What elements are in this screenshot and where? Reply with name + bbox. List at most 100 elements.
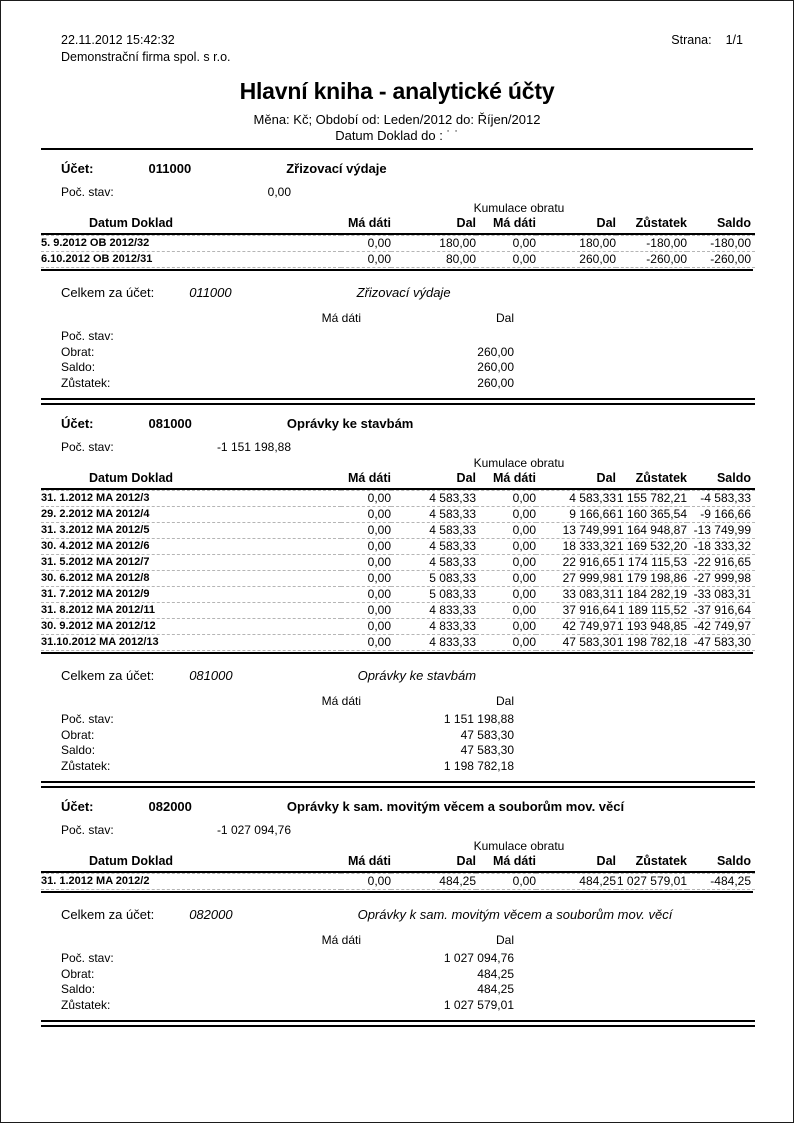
table-row: 6.10.2012 OB 2012/31 0,00 80,00 0,00 260…: [41, 251, 755, 268]
summary-initial-dal: 1 027 094,76: [443, 951, 514, 965]
summary-initial-madati: [201, 329, 361, 345]
cumulation-label: Kumulace obratu: [473, 456, 565, 470]
cell-saldo: -180,00: [687, 235, 755, 251]
account-section: Účet: 081000 Oprávky ke stavbám Poč. sta…: [41, 416, 755, 788]
col-header-cum-madati: Má dáti: [476, 853, 536, 873]
account-summary-table: Má dáti Dal Poč. stav: Obrat: 260,00 Sal…: [41, 311, 514, 391]
summary-saldo-dal: 484,25: [477, 982, 514, 996]
summary-label-initial: Poč. stav:: [61, 951, 114, 965]
cell-cum-dal: 47 583,30: [536, 634, 616, 651]
summary-header-dal: Dal: [495, 694, 514, 708]
summary-row-initial: Poč. stav: 1 151 198,88: [41, 712, 514, 728]
account-label: Účet:: [61, 799, 94, 814]
total-account-name: Zřizovací výdaje: [356, 285, 451, 300]
cell-doc: 5. 9.2012 OB 2012/32: [41, 235, 341, 251]
cell-doc: 6.10.2012 OB 2012/31: [41, 251, 341, 268]
summary-turnover-dal: 47 583,30: [460, 727, 514, 742]
summary-header-madati: Má dáti: [321, 694, 361, 708]
account-total-header: Celkem za účet: 081000 Oprávky ke stavbá…: [41, 668, 753, 683]
col-header-dal: Dal: [391, 215, 476, 235]
total-account-name: Oprávky ke stavbám: [357, 668, 477, 683]
cell-cum-madati: 0,00: [476, 506, 536, 522]
total-label: Celkem za účet:: [61, 668, 155, 683]
table-row: 29. 2.2012 MA 2012/4 0,00 4 583,33 0,00 …: [41, 506, 755, 522]
cell-cum-dal: 18 333,32: [536, 538, 616, 554]
summary-balance-madati: [201, 759, 361, 775]
summary-saldo-madati: [201, 982, 361, 998]
cell-saldo: -260,00: [687, 251, 755, 268]
cell-cum-madati: 0,00: [476, 538, 536, 554]
summary-saldo-madati: [201, 743, 361, 759]
cell-cum-madati: 0,00: [476, 586, 536, 602]
initial-balance-label: Poč. stav:: [61, 185, 114, 199]
cell-dal: 4 583,33: [391, 490, 476, 506]
cell-cum-dal: 260,00: [536, 251, 616, 268]
cell-zustatek: 1 174 115,53: [616, 554, 687, 569]
cell-cum-madati: 0,00: [476, 251, 536, 268]
summary-row-balance: Zůstatek: 1 027 579,01: [41, 998, 514, 1014]
cell-madati: 0,00: [341, 602, 391, 618]
col-header-zustatek: Zůstatek: [616, 215, 687, 235]
col-header-zustatek: Zůstatek: [616, 853, 687, 873]
total-account-number: 081000: [189, 668, 233, 683]
summary-label-balance: Zůstatek:: [61, 375, 111, 390]
summary-row-balance: Zůstatek: 1 198 782,18: [41, 759, 514, 775]
cell-dal: 5 083,33: [391, 586, 476, 602]
table-bottom-rule: [41, 652, 753, 654]
account-table-header-row: Datum Doklad Má dáti Dal Má dáti Dal Zůs…: [41, 853, 755, 873]
summary-row-turnover: Obrat: 47 583,30: [41, 728, 514, 744]
report-title: Hlavní kniha - analytické účty: [239, 78, 555, 104]
cell-cum-madati: 0,00: [476, 554, 536, 570]
cell-madati: 0,00: [341, 506, 391, 522]
col-header-madati: Má dáti: [341, 215, 391, 235]
summary-label-balance: Zůstatek:: [61, 997, 111, 1012]
account-table: Datum Doklad Má dáti Dal Má dáti Dal Zůs…: [41, 470, 755, 651]
account-section: Účet: 011000 Zřizovací výdaje Poč. stav:…: [41, 161, 755, 405]
page-indicator: Strana: 1/1: [671, 33, 747, 47]
summary-saldo-madati: [201, 360, 361, 376]
col-header-madati: Má dáti: [341, 853, 391, 873]
cell-doc: 30. 4.2012 MA 2012/6: [41, 538, 341, 554]
cell-saldo: -18 333,32: [687, 538, 755, 554]
summary-label-saldo: Saldo:: [61, 360, 96, 374]
summary-row-initial: Poč. stav:: [41, 329, 514, 345]
col-header-saldo: Saldo: [687, 470, 755, 490]
table-bottom-rule: [41, 269, 753, 271]
cell-doc: 31. 7.2012 MA 2012/9: [41, 586, 341, 602]
summary-label-turnover: Obrat:: [61, 966, 95, 981]
total-account-number: 082000: [189, 907, 233, 922]
summary-initial-dal: 1 151 198,88: [443, 712, 514, 726]
cell-cum-dal: 4 583,33: [536, 490, 616, 506]
account-total-header: Celkem za účet: 082000 Oprávky k sam. mo…: [41, 907, 753, 922]
cell-madati: 0,00: [341, 554, 391, 570]
total-account-name: Oprávky k sam. movitým věcem a souborům …: [357, 907, 673, 922]
cell-dal: 80,00: [391, 251, 476, 268]
summary-header-row: Má dáti Dal: [41, 933, 514, 951]
cell-zustatek: 1 160 365,54: [616, 506, 687, 521]
cell-zustatek: 1 184 282,19: [616, 586, 687, 601]
cell-madati: 0,00: [341, 570, 391, 586]
col-header-madati: Má dáti: [341, 470, 391, 490]
cell-zustatek: 1 169 532,20: [616, 538, 687, 553]
summary-header-row: Má dáti Dal: [41, 694, 514, 712]
header-rule: [41, 148, 753, 150]
cell-doc: 31. 5.2012 MA 2012/7: [41, 554, 341, 570]
cell-saldo: -37 916,64: [687, 602, 755, 618]
report-subtitle: Měna: Kč; Období od: Leden/2012 do: Říje…: [253, 112, 541, 127]
col-header-dal: Dal: [391, 470, 476, 490]
cell-saldo: -42 749,97: [687, 618, 755, 634]
summary-empty-header: [41, 933, 201, 951]
table-row: 31. 7.2012 MA 2012/9 0,00 5 083,33 0,00 …: [41, 586, 755, 602]
cell-cum-madati: 0,00: [476, 570, 536, 586]
cell-dal: 180,00: [391, 235, 476, 251]
summary-label-turnover: Obrat:: [61, 727, 95, 742]
summary-row-saldo: Saldo: 260,00: [41, 360, 514, 376]
summary-row-balance: Zůstatek: 260,00: [41, 376, 514, 392]
account-number: 011000: [148, 161, 192, 176]
summary-turnover-madati: [201, 345, 361, 361]
table-row: 30. 9.2012 MA 2012/12 0,00 4 833,33 0,00…: [41, 618, 755, 634]
cell-cum-dal: 37 916,64: [536, 602, 616, 618]
page-label: Strana:: [671, 33, 712, 47]
summary-initial-madati: [201, 712, 361, 728]
